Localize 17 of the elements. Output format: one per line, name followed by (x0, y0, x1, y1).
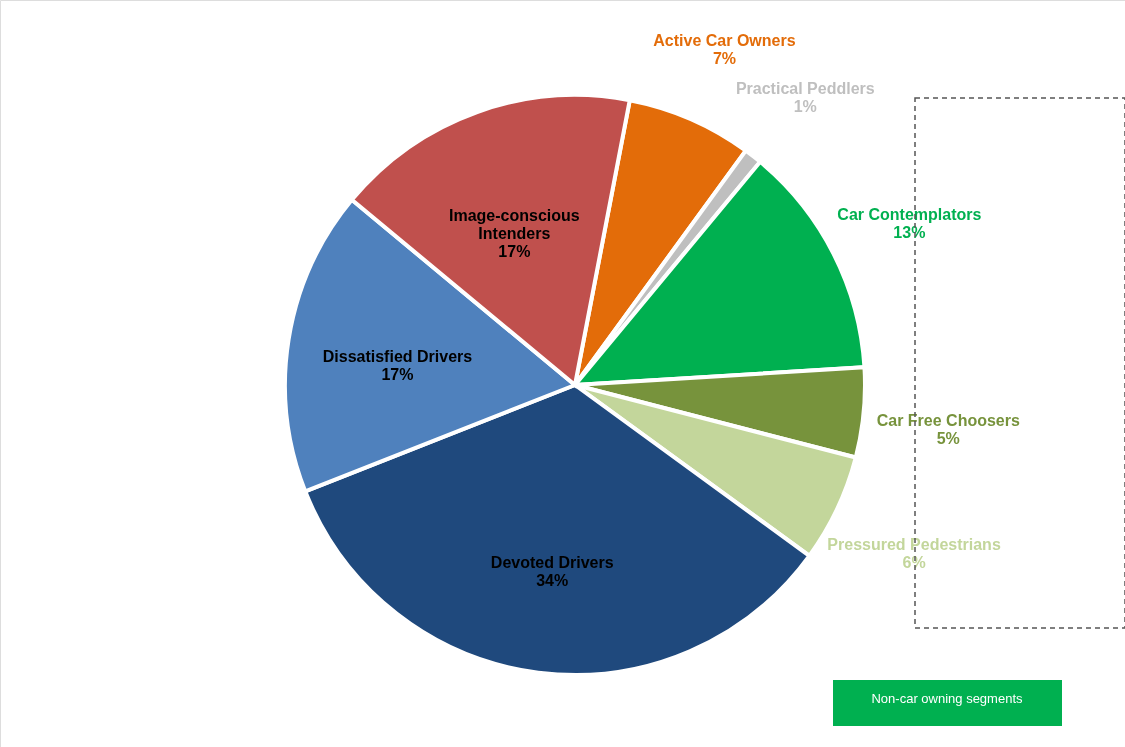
data-label: 34% (536, 572, 569, 590)
data-label: 17% (381, 365, 414, 383)
slice-label: Active Car Owners (653, 32, 796, 50)
slice-label: Devoted Drivers (490, 554, 614, 572)
slice-label: Car Free Choosers (876, 411, 1020, 429)
slice-label: Image-conscious Intenders (449, 206, 580, 242)
slice-label: Practical Peddlers (735, 80, 875, 98)
slice-label: Dissatisfied Drivers (322, 347, 473, 365)
data-label: 13% (893, 224, 926, 242)
data-label: 6% (902, 554, 926, 572)
data-label: 7% (712, 50, 737, 68)
text: Non-car owning segments (871, 691, 1023, 706)
slice-label: Car Contemplators (837, 206, 982, 224)
data-label: 17% (498, 242, 531, 260)
data-label: 1% (793, 98, 817, 116)
slice-label: Pressured Pedestrians (827, 536, 1001, 554)
data-label: 5% (936, 429, 960, 447)
